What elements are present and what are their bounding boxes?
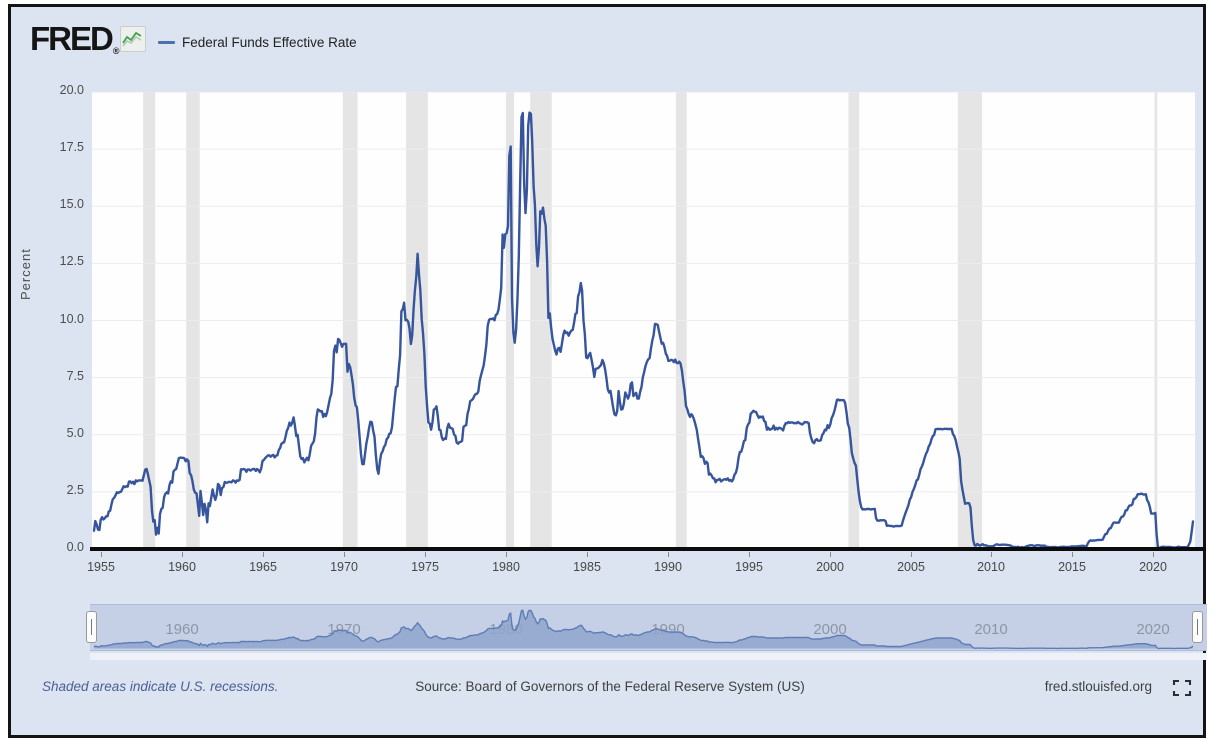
- x-tick-label: 1990: [654, 560, 682, 574]
- y-tick-label: 0.0: [66, 540, 84, 554]
- fred-logo[interactable]: FRED®: [30, 20, 120, 57]
- x-tick-label: 1970: [330, 560, 358, 574]
- x-tick-mark: [830, 552, 831, 557]
- y-tick-label: 10.0: [59, 312, 84, 326]
- x-tick-mark: [344, 552, 345, 557]
- x-tick-label: 1985: [573, 560, 601, 574]
- series-legend[interactable]: Federal Funds Effective Rate: [158, 32, 357, 52]
- mini-area: [94, 610, 1193, 649]
- plot-area[interactable]: [92, 92, 1195, 549]
- x-tick-label: 2015: [1058, 560, 1086, 574]
- y-tick-label: 20.0: [59, 83, 84, 97]
- main-chart-svg: [92, 92, 1195, 549]
- range-selector-year-label: 1960: [165, 621, 199, 638]
- x-tick-mark: [749, 552, 750, 557]
- x-tick-label: 2010: [977, 560, 1005, 574]
- y-tick-label: 7.5: [66, 369, 84, 383]
- sparkline-icon: [120, 26, 146, 52]
- recession-note: Shaded areas indicate U.S. recessions.: [42, 679, 279, 694]
- x-tick-mark: [1153, 552, 1154, 557]
- x-axis-line: [90, 547, 1206, 551]
- range-handle-right[interactable]: [1192, 611, 1203, 643]
- site-link[interactable]: fred.stlouisfed.org: [1044, 679, 1152, 694]
- x-tick-mark: [1072, 552, 1073, 557]
- x-tick-mark: [182, 552, 183, 557]
- y-tick-label: 17.5: [59, 140, 84, 154]
- source-text: Source: Board of Governors of the Federa…: [415, 679, 805, 694]
- x-tick-label: 1975: [411, 560, 439, 574]
- x-tick-label: 1955: [87, 560, 115, 574]
- y-tick-label: 12.5: [59, 254, 84, 268]
- rate-line: [92, 111, 1195, 549]
- range-selector-year-label: 2010: [974, 621, 1008, 638]
- mini-line: [93, 609, 1194, 650]
- fullscreen-icon: [1172, 679, 1192, 697]
- x-tick-label: 2020: [1139, 560, 1167, 574]
- legend-line-marker: [158, 40, 175, 44]
- x-tick-mark: [587, 552, 588, 557]
- x-tick-mark: [263, 552, 264, 557]
- registered-mark: ®: [112, 46, 120, 56]
- range-selector-year-label: 2020: [1136, 621, 1170, 638]
- range-scroll-track[interactable]: [90, 653, 1207, 660]
- x-tick-label: 1980: [492, 560, 520, 574]
- y-tick-label: 2.5: [66, 483, 84, 497]
- x-tick-label: 2000: [816, 560, 844, 574]
- fullscreen-button[interactable]: [1172, 679, 1194, 698]
- x-tick-mark: [506, 552, 507, 557]
- x-tick-mark: [101, 552, 102, 557]
- range-selector-year-label: 2000: [813, 621, 847, 638]
- y-tick-label: 15.0: [59, 197, 84, 211]
- x-tick-label: 2005: [897, 560, 925, 574]
- x-tick-label: 1965: [249, 560, 277, 574]
- x-tick-mark: [991, 552, 992, 557]
- x-tick-mark: [911, 552, 912, 557]
- x-tick-label: 1995: [735, 560, 763, 574]
- x-tick-mark: [425, 552, 426, 557]
- y-tick-label: 5.0: [66, 426, 84, 440]
- range-selector-chart: [93, 609, 1194, 650]
- x-tick-label: 1960: [168, 560, 196, 574]
- range-handle-left[interactable]: [86, 611, 97, 643]
- legend-label: Federal Funds Effective Rate: [182, 34, 357, 50]
- x-tick-mark: [668, 552, 669, 557]
